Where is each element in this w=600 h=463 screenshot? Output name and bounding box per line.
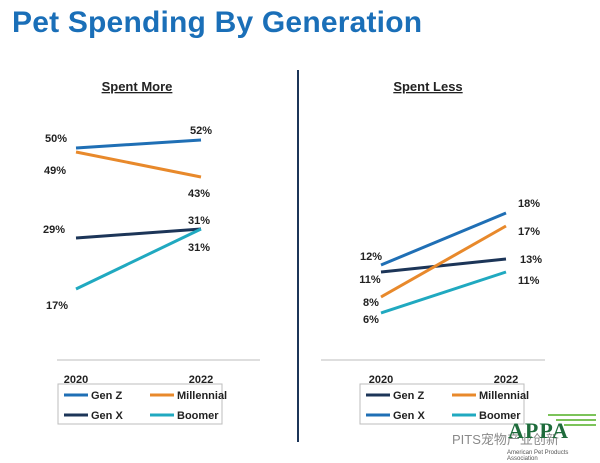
data-label: 6% bbox=[363, 314, 379, 326]
data-label: 13% bbox=[520, 254, 542, 266]
data-label: 17% bbox=[518, 226, 540, 238]
legend-label: Millennial bbox=[479, 390, 529, 402]
data-label: 8% bbox=[363, 297, 379, 309]
data-label: 11% bbox=[359, 274, 381, 286]
data-label: 11% bbox=[518, 275, 540, 287]
logo-stripe bbox=[548, 414, 596, 416]
data-label: 29% bbox=[43, 224, 65, 236]
series-line-gen-x bbox=[381, 213, 506, 265]
data-label: 17% bbox=[46, 300, 68, 312]
legend-label: Gen X bbox=[91, 410, 123, 422]
series-line-millennial bbox=[76, 152, 201, 177]
series-line-boomer bbox=[381, 272, 506, 313]
series-line-gen-z bbox=[76, 140, 201, 148]
chart-area: Spent More2020 202250%52%49%43%29%31%17%3… bbox=[0, 0, 600, 463]
panel-title: Spent More bbox=[102, 79, 173, 94]
legend-label: Millennial bbox=[177, 390, 227, 402]
data-label: 12% bbox=[360, 251, 382, 263]
appa-logo-subtitle: American Pet Products Association bbox=[507, 450, 600, 462]
legend-label: Gen X bbox=[393, 410, 425, 422]
data-label: 31% bbox=[188, 242, 210, 254]
legend-label: Boomer bbox=[177, 410, 219, 422]
data-label: 31% bbox=[188, 215, 210, 227]
legend-label: Gen Z bbox=[393, 390, 424, 402]
data-label: 50% bbox=[45, 133, 67, 145]
legend-label: Gen Z bbox=[91, 390, 122, 402]
data-label: 18% bbox=[518, 198, 540, 210]
data-label: 49% bbox=[44, 165, 66, 177]
data-label: 52% bbox=[190, 125, 212, 137]
panel-title: Spent Less bbox=[393, 79, 462, 94]
appa-logo: APPA bbox=[508, 418, 569, 444]
data-label: 43% bbox=[188, 188, 210, 200]
